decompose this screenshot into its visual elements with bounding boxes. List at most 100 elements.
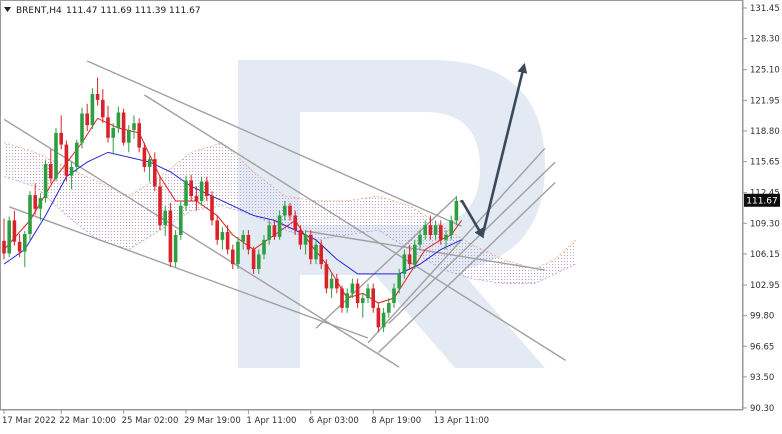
price-tick-label: 99.80 bbox=[750, 312, 774, 322]
ohlc-quote-label: 111.47 111.69 111.39 111.67 bbox=[66, 6, 201, 16]
candle bbox=[75, 139, 79, 172]
candle-body bbox=[12, 220, 17, 242]
candle bbox=[439, 220, 443, 245]
candle bbox=[272, 220, 277, 240]
candle-body bbox=[121, 112, 126, 143]
candle-body bbox=[298, 230, 303, 245]
candle-body bbox=[90, 94, 95, 126]
time-tick-label: 1 Apr 11:00 bbox=[246, 416, 296, 426]
cloud-segment bbox=[508, 260, 514, 284]
candle-body bbox=[101, 99, 105, 118]
cloud-segment bbox=[399, 202, 405, 247]
candle-body bbox=[64, 144, 69, 176]
candle-body bbox=[106, 117, 110, 138]
cloud-segment bbox=[175, 160, 181, 221]
candle bbox=[298, 225, 303, 250]
candle-body bbox=[173, 234, 178, 263]
candle bbox=[153, 152, 157, 192]
candle bbox=[12, 210, 17, 246]
candle bbox=[257, 249, 261, 274]
candle-body bbox=[2, 240, 6, 254]
candle bbox=[236, 236, 240, 269]
cloud-segment bbox=[357, 198, 363, 234]
cloud-segment bbox=[362, 197, 368, 233]
cloud-segment bbox=[269, 183, 275, 226]
candle-body bbox=[142, 147, 147, 167]
cloud-segment bbox=[149, 179, 155, 237]
candle bbox=[454, 196, 459, 226]
ichimoku-cloud bbox=[3, 142, 577, 284]
candle-body bbox=[288, 205, 292, 216]
cloud-segment bbox=[472, 244, 478, 280]
candle-body bbox=[132, 123, 136, 130]
candle bbox=[137, 118, 141, 153]
candle bbox=[319, 239, 323, 269]
cloud-segment bbox=[451, 231, 457, 274]
time-axis: 17 Mar 2022 22 Mar 10:00 25 Mar 02:00 29 Ma… bbox=[2, 410, 489, 426]
cloud-segment bbox=[284, 196, 290, 232]
candle bbox=[33, 183, 37, 215]
candle bbox=[38, 193, 43, 221]
cloud-segment bbox=[368, 196, 374, 232]
cloud-segment bbox=[87, 176, 93, 236]
candle-body bbox=[387, 303, 391, 313]
candle bbox=[23, 231, 27, 268]
candle bbox=[95, 77, 100, 106]
cloud-segment bbox=[373, 196, 379, 231]
candle-body bbox=[95, 94, 100, 100]
candle-body bbox=[215, 220, 219, 240]
cloud-segment bbox=[498, 256, 504, 284]
candle-body bbox=[413, 244, 417, 265]
candle bbox=[158, 176, 162, 231]
cloud-segment bbox=[243, 162, 249, 214]
cloud-segment bbox=[128, 192, 134, 250]
cloud-segment bbox=[217, 142, 223, 207]
candle-body bbox=[329, 278, 334, 289]
candle bbox=[350, 278, 355, 299]
time-tick-label: 6 Apr 03:00 bbox=[309, 416, 359, 426]
cloud-segment bbox=[19, 147, 25, 184]
candle bbox=[132, 115, 136, 139]
candle bbox=[43, 160, 48, 203]
candle bbox=[184, 175, 188, 211]
candle bbox=[210, 191, 214, 226]
candle-body bbox=[23, 234, 27, 252]
candle-body bbox=[194, 196, 199, 201]
candle-body bbox=[49, 164, 53, 179]
time-tick-label: 25 Mar 02:00 bbox=[122, 416, 179, 426]
candle-body bbox=[314, 244, 318, 260]
candle bbox=[215, 215, 219, 245]
cloud-segment bbox=[477, 247, 483, 281]
candle bbox=[335, 273, 339, 294]
candle bbox=[267, 220, 271, 245]
candle-body bbox=[179, 205, 183, 235]
candle bbox=[147, 156, 152, 182]
kijun-sen-line bbox=[3, 151, 462, 275]
candle bbox=[329, 273, 334, 299]
candle bbox=[225, 225, 230, 255]
chart-header: BRENT,H4 111.47 111.69 111.39 111.67 bbox=[4, 6, 201, 16]
candle bbox=[173, 230, 178, 268]
cloud-segment bbox=[383, 197, 389, 237]
candle-body bbox=[184, 180, 188, 206]
cloud-segment bbox=[404, 204, 410, 250]
cloud-segment bbox=[492, 254, 498, 283]
cloud-segment bbox=[300, 198, 306, 237]
candle-body bbox=[69, 166, 74, 176]
cloud-segment bbox=[82, 174, 88, 232]
candle-body bbox=[163, 210, 167, 226]
candle bbox=[402, 249, 407, 279]
cloud-segment bbox=[331, 200, 337, 238]
cloud-segment bbox=[102, 183, 108, 244]
candle-body bbox=[423, 225, 427, 235]
dropdown-triangle-icon[interactable] bbox=[4, 7, 11, 12]
candle bbox=[449, 215, 453, 240]
candle-body bbox=[303, 234, 308, 245]
candle-body bbox=[324, 264, 329, 289]
cloud-segment bbox=[238, 157, 244, 213]
candle bbox=[116, 106, 121, 133]
price-tick-label: 131.45 bbox=[750, 4, 780, 14]
time-tick-label: 8 Apr 19:00 bbox=[371, 416, 421, 426]
price-tick-label: 112.45 bbox=[750, 189, 780, 199]
